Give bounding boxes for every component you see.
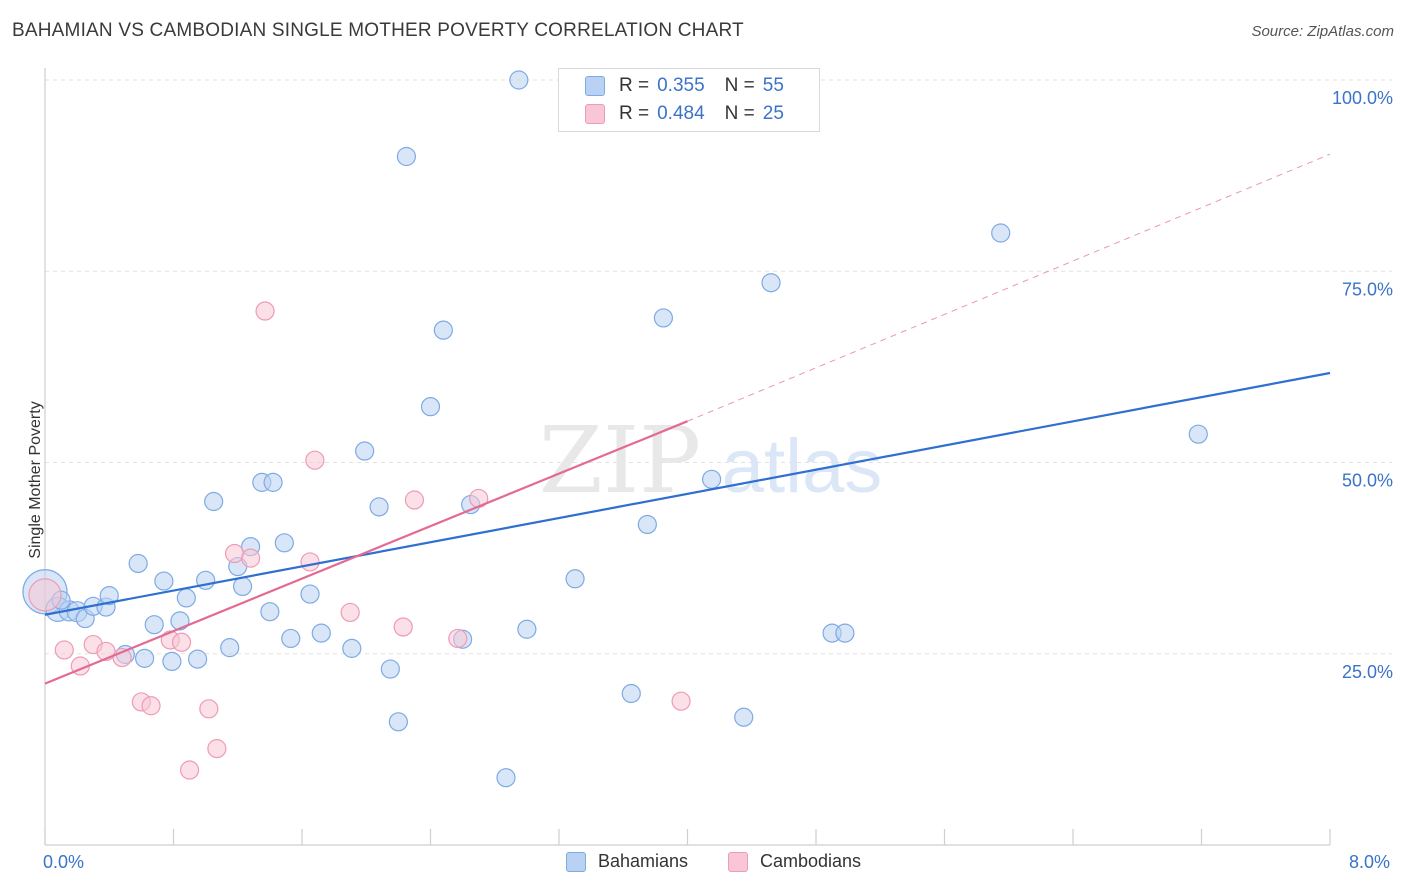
point-cambodians	[179, 760, 200, 780]
point-bahamians	[128, 553, 148, 574]
point-bahamians	[565, 569, 585, 589]
point-cambodians	[224, 543, 245, 564]
axes	[44, 68, 1331, 846]
point-cambodians	[404, 490, 425, 510]
legend-r-value: 0.355	[657, 75, 705, 96]
chart-title: BAHAMIAN VS CAMBODIAN SINGLE MOTHER POVE…	[12, 20, 744, 41]
bottom-legend-cambodians: Cambodians	[728, 851, 861, 872]
legend-swatch-pink	[585, 104, 605, 124]
trend-line-bahamians	[44, 371, 1331, 616]
y-tick-label: 75.0%	[1342, 279, 1393, 299]
point-bahamians	[396, 146, 417, 167]
y-axis-label: Single Mother Poverty	[27, 401, 44, 559]
point-bahamians	[170, 611, 190, 631]
watermark-atlas: atlas	[722, 424, 883, 509]
point-cambodians	[241, 548, 261, 568]
point-cambodians	[171, 632, 192, 652]
bottom-legend-swatch-blue	[566, 851, 586, 872]
trend-lines	[44, 153, 1331, 685]
point-cambodians	[305, 450, 325, 470]
point-bahamians	[991, 223, 1011, 243]
y-axis-label-wrap: Single Mother Poverty	[8, 330, 48, 630]
point-cambodians	[340, 602, 360, 623]
point-bahamians	[162, 651, 182, 672]
source-label: Source: ZipAtlas.com	[1251, 23, 1394, 40]
trend-line-cambodians	[44, 420, 688, 685]
point-bahamians	[220, 638, 240, 658]
point-bahamians	[260, 602, 280, 622]
x-tick-min: 0.0%	[43, 852, 85, 872]
point-cambodians	[300, 552, 320, 572]
point-bahamians	[509, 70, 529, 90]
point-cambodians	[141, 696, 161, 716]
legend-n-value: 55	[762, 75, 784, 96]
legend-n-value: 25	[762, 103, 784, 124]
point-bahamians	[496, 768, 516, 788]
point-bahamians	[369, 497, 389, 517]
watermark-zip: ZIP	[539, 407, 701, 514]
point-bahamians	[380, 659, 400, 679]
point-bahamians	[311, 623, 331, 643]
point-cambodians	[199, 699, 219, 719]
y-tick-labels: 25.0% 50.0% 75.0% 100.0%	[1332, 88, 1393, 682]
y-tick-label: 50.0%	[1342, 471, 1393, 491]
legend-r-label: R =	[619, 75, 650, 96]
point-cambodians	[207, 739, 227, 759]
point-bahamians	[176, 588, 196, 608]
legend-n-label: N =	[724, 103, 755, 124]
legend-r-label: R =	[619, 103, 650, 124]
point-bahamians	[144, 615, 164, 635]
y-tick-label: 25.0%	[1342, 662, 1393, 682]
bottom-legend-label: Bahamians	[598, 851, 689, 871]
point-bahamians	[621, 683, 641, 704]
point-bahamians	[263, 472, 283, 492]
point-bahamians	[433, 320, 453, 340]
point-bahamians	[701, 469, 722, 489]
point-bahamians	[420, 397, 441, 417]
bottom-legend-bahamians: Bahamians	[566, 851, 688, 872]
point-cambodians	[28, 578, 62, 612]
legend-box: R = 0.355 N = 55 R = 0.484 N = 25	[558, 68, 820, 132]
point-bahamians	[99, 586, 119, 606]
legend-swatch-blue	[585, 76, 605, 96]
point-cambodians	[448, 628, 468, 649]
point-bahamians	[134, 648, 155, 668]
point-bahamians	[355, 441, 375, 461]
legend-row-cambodians: R = 0.484 N = 25	[585, 100, 784, 128]
point-cambodians	[255, 301, 275, 321]
data-points	[22, 68, 1208, 788]
bottom-legend: Bahamians Cambodians	[0, 851, 1406, 877]
point-bahamians	[154, 571, 174, 591]
point-bahamians	[835, 623, 855, 643]
point-bahamians	[300, 584, 320, 604]
point-cambodians	[393, 617, 413, 637]
point-bahamians	[761, 273, 781, 293]
point-bahamians	[734, 707, 754, 727]
point-cambodians	[54, 640, 74, 660]
point-bahamians	[204, 491, 224, 512]
point-bahamians	[232, 576, 253, 597]
x-tick-max: 8.0%	[1349, 852, 1391, 872]
bottom-legend-swatch-pink	[728, 851, 748, 872]
point-cambodians	[671, 691, 691, 711]
point-bahamians	[388, 712, 408, 732]
point-bahamians	[517, 619, 537, 639]
point-bahamians	[187, 649, 208, 669]
legend-n-label: N =	[724, 75, 755, 96]
trend-line-cambodians-extension	[687, 153, 1331, 422]
point-bahamians	[1188, 424, 1208, 444]
legend-r-value: 0.484	[657, 103, 705, 124]
point-bahamians	[281, 628, 301, 649]
bottom-legend-label: Cambodians	[760, 851, 862, 871]
y-tick-label: 100.0%	[1332, 88, 1393, 108]
point-bahamians	[274, 533, 294, 553]
point-bahamians	[637, 514, 657, 535]
point-bahamians	[653, 308, 674, 328]
point-bahamians	[342, 638, 362, 658]
legend-row-bahamians: R = 0.355 N = 55	[585, 72, 784, 100]
